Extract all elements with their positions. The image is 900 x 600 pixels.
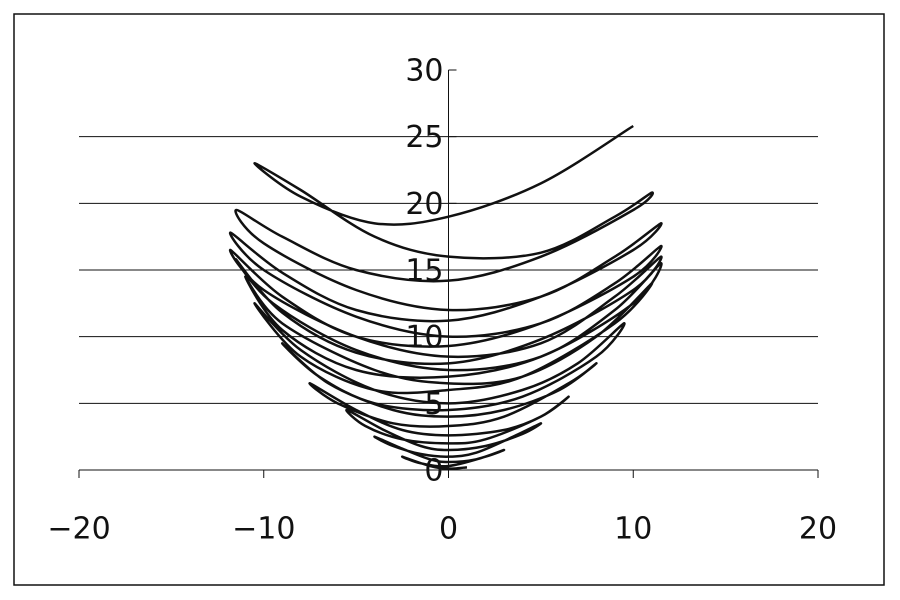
y-tick-label: 25 <box>405 120 443 155</box>
y-tick-label: 15 <box>405 254 443 289</box>
y-tick-label: 5 <box>424 387 443 422</box>
data-line <box>228 124 663 470</box>
x-tick-label: −10 <box>232 512 295 547</box>
y-tick-label: 30 <box>405 54 443 89</box>
y-tick-label: 20 <box>405 187 443 222</box>
x-tick-label: −20 <box>47 512 110 547</box>
y-tick-label: 10 <box>405 320 443 355</box>
x-tick-label: 20 <box>799 512 837 547</box>
x-tick-label: 10 <box>614 512 652 547</box>
x-tick-label: 0 <box>439 512 458 547</box>
